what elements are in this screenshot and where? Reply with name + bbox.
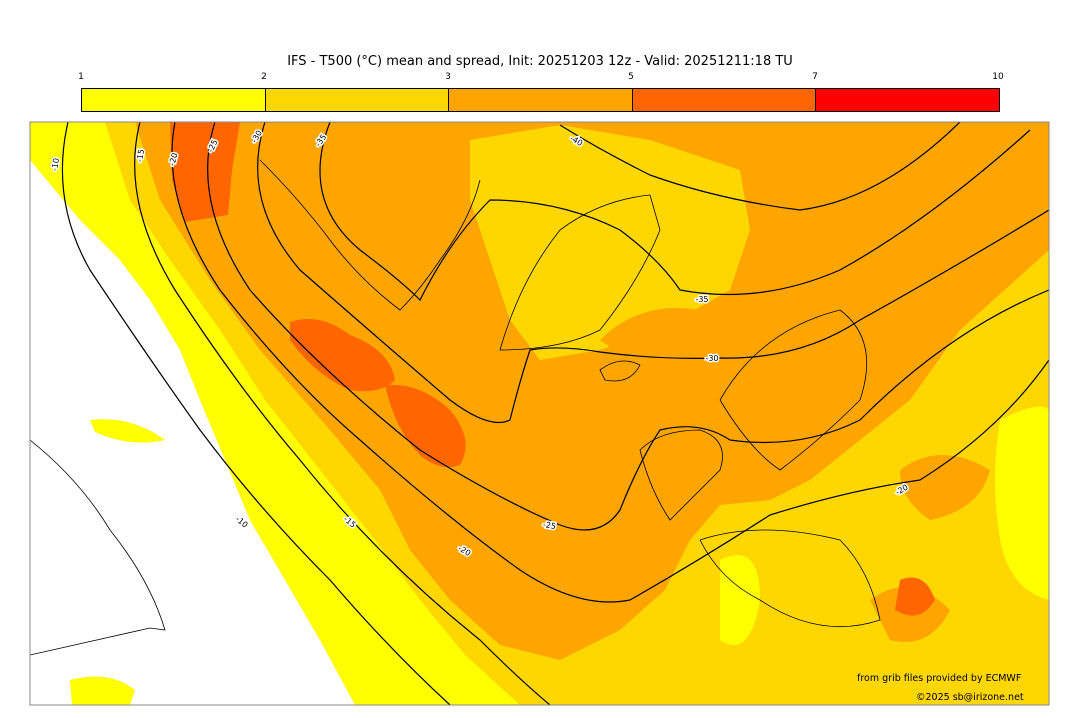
spread-level-4: [170, 122, 466, 468]
contour-minus35: [319, 122, 1031, 302]
contour-label: -35: [695, 295, 708, 304]
map-title: IFS - T500 (°C) mean and spread, Init: 2…: [287, 54, 793, 69]
spread-level-3-patch: [600, 308, 990, 642]
contour-label: -10: [50, 157, 61, 171]
colorbar-tick: 10: [992, 72, 1004, 82]
temperature-contours: [61, 122, 1049, 705]
spread-level-3: [135, 122, 1049, 660]
colorbar-segment: [816, 89, 999, 111]
contour-minus25: [207, 122, 1049, 531]
colorbar-tick: 5: [628, 72, 634, 82]
copyright-credit: ©2025 sb@irizone.net: [916, 692, 1024, 703]
colorbar-segment: [449, 89, 633, 111]
contour-minus10: [61, 122, 451, 705]
contour-minus20: [171, 122, 1049, 603]
contour-label: -15: [135, 148, 146, 162]
colorbar-tick: 7: [812, 72, 818, 82]
data-source-credit: from grib files provided by ECMWF: [857, 673, 1022, 684]
contour-minus15: [134, 122, 551, 705]
colorbar-tick: 1: [78, 72, 84, 82]
contour-minus30: [257, 122, 1049, 424]
colorbar-segment: [265, 89, 450, 111]
colorbar-tick: 3: [445, 72, 451, 82]
spread-level-2-patch-greenland: [470, 125, 750, 360]
colorbar-segment: [82, 89, 266, 111]
spread-level-4-patch: [895, 577, 935, 616]
contour-label: -25: [542, 520, 556, 531]
coastlines: [30, 159, 881, 656]
spread-level-1-patch-east: [720, 406, 1049, 645]
contour-minus40: [559, 122, 961, 211]
colorbar-segment: [632, 89, 817, 111]
colorbar-tick: 2: [261, 72, 267, 82]
map-frame: [29, 121, 1050, 706]
contour-label: -30: [705, 354, 718, 363]
